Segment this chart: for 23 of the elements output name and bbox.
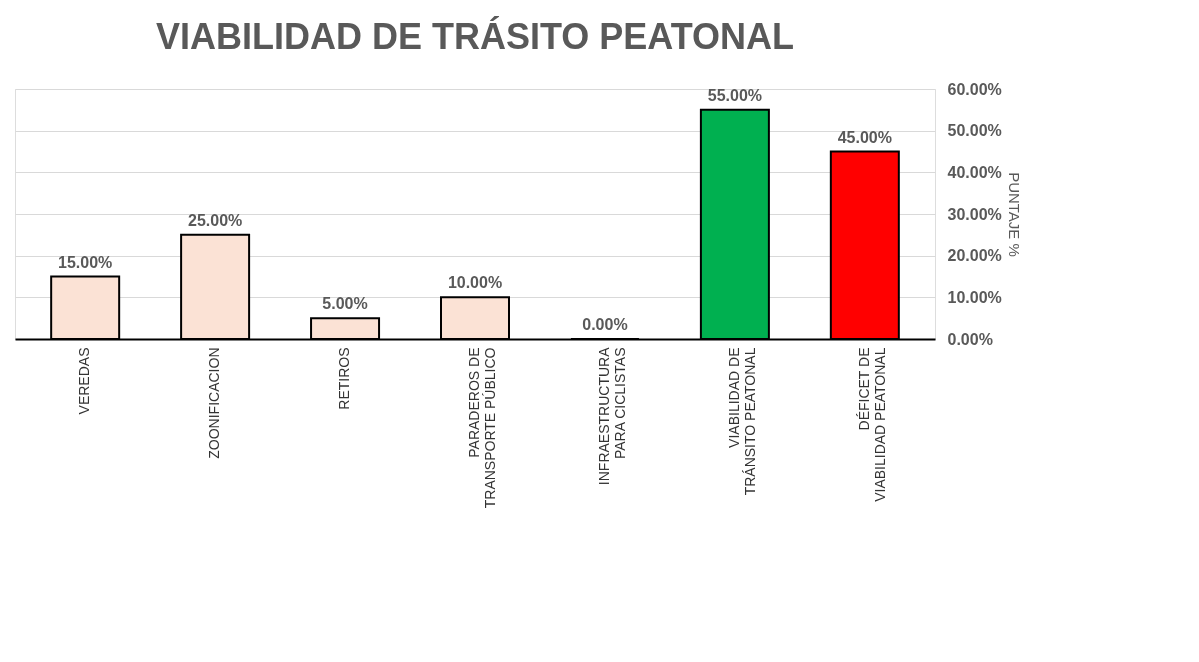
data-label: 15.00% [58,253,113,271]
y-tick-label: 30.00% [947,205,1002,223]
x-tick-label: PARADEROS DE TRANSPORTE PÚBLICO [466,347,498,509]
y-tick-label: 10.00% [947,288,1002,306]
x-tick-label: RETIROS [336,347,353,410]
y-tick-label: 40.00% [947,163,1002,181]
data-label: 0.00% [582,316,628,333]
y-axis-title: PUNTAJE % [1005,172,1023,257]
data-label: 25.00% [187,211,243,229]
chart-title: VIABILIDAD DE TRÁSITO PEATONAL [155,16,795,57]
y-tick-label: 50.00% [947,122,1002,140]
data-label: 10.00% [447,274,503,292]
x-tick-label: VIABILIDAD DE TRÁNSITO PEATONAL [725,347,758,496]
x-tick-label: DÉFICET DE VIABILIDAD PEATONAL [855,347,888,502]
y-tick-label: 0.00% [947,330,993,348]
data-label: 5.00% [322,295,368,313]
data-label: 55.00% [707,86,763,104]
y-tick-label: 20.00% [947,247,1002,265]
x-tick-label: VEREDAS [76,347,93,415]
y-tick-label: 60.00% [947,80,1002,98]
x-tick-label: ZOONIFICACION [206,347,223,459]
x-tick-label: INFRAESTRUCTURA PARA CICLISTAS [595,346,628,486]
data-label: 45.00% [837,128,892,146]
